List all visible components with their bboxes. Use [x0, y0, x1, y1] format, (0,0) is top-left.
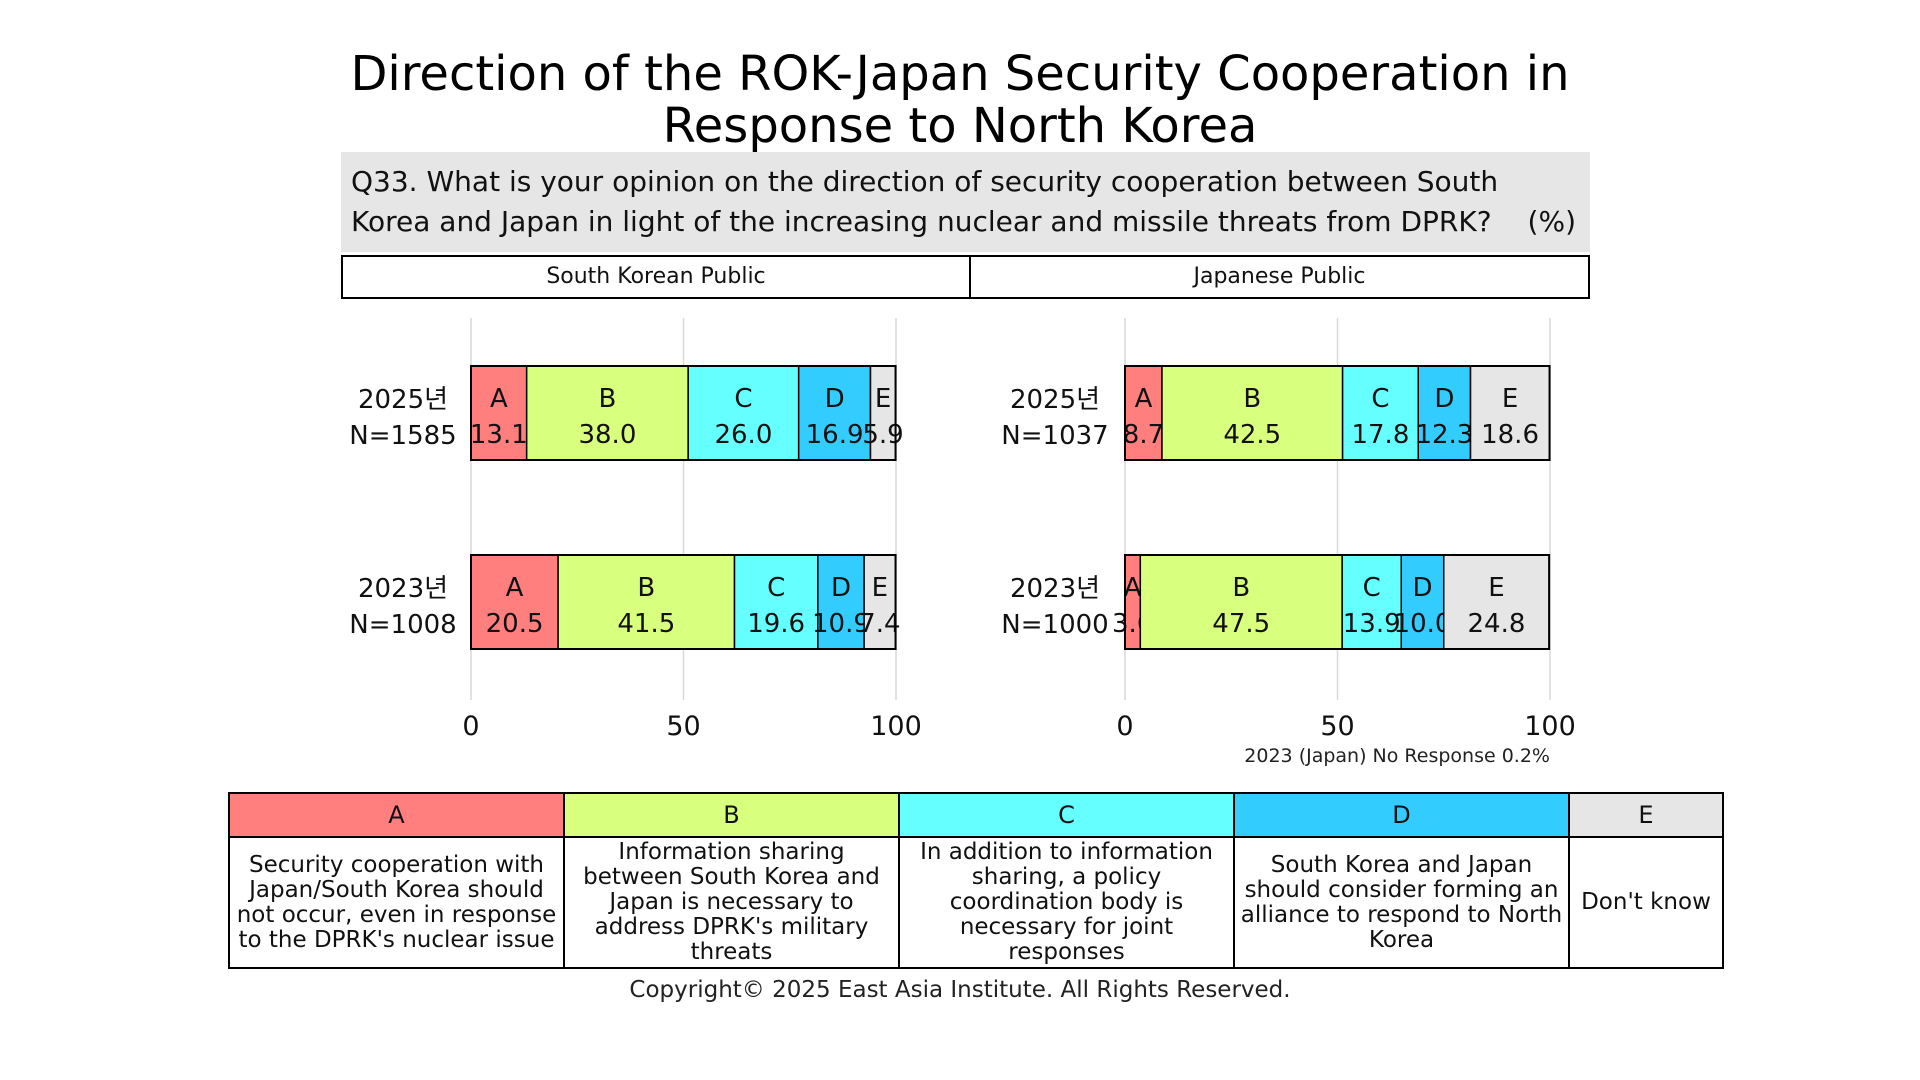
question-text: What is your opinion on the direction of…	[351, 165, 1499, 238]
segment-key-label: D	[1434, 384, 1454, 414]
x-tick-label-japan-0: 0	[1116, 711, 1133, 742]
legend-text-e: Don't know	[1568, 836, 1724, 969]
legend-key-c: C	[898, 792, 1235, 838]
bar-segment-japan-e	[1443, 554, 1550, 650]
category-n-label: N=1000	[1001, 610, 1108, 640]
legend-key-e: E	[1568, 792, 1724, 838]
segment-key-label: B	[637, 573, 655, 603]
bar-outline	[470, 554, 897, 650]
data-label: 13.9	[1343, 609, 1401, 639]
segment-key-label: B	[599, 384, 617, 414]
data-label: 26.0	[714, 420, 772, 450]
data-label: 16.9	[806, 420, 864, 450]
segment-key-label: A	[490, 384, 508, 414]
question-number: Q33.	[351, 165, 418, 198]
segment-key-label: C	[767, 573, 785, 603]
segment-key-label: E	[1502, 384, 1518, 414]
legend-header-row: A B C D E	[228, 792, 1724, 838]
segment-key-label: C	[734, 384, 752, 414]
data-label: 19.6	[747, 609, 805, 639]
data-label: 42.5	[1223, 420, 1281, 450]
bar-segment-south-korea-a	[470, 554, 559, 650]
bar-segment-south-korea-e	[863, 554, 897, 650]
segment-key-label: E	[1488, 573, 1504, 603]
data-label: 17.8	[1351, 420, 1409, 450]
data-label: 24.8	[1468, 609, 1526, 639]
segment-key-label: C	[1363, 573, 1381, 603]
legend-description-row: Security cooperation with Japan/South Ko…	[228, 836, 1724, 969]
bar-segment-japan-c	[1341, 554, 1403, 650]
legend-key-d: D	[1233, 792, 1570, 838]
segment-key-label: D	[825, 384, 845, 414]
data-label: 13.1	[470, 420, 528, 450]
segment-key-label: D	[831, 573, 851, 603]
category-year-label: 2025년	[358, 385, 448, 415]
data-label: 8.7	[1123, 420, 1164, 450]
data-label: 38.0	[578, 420, 636, 450]
question-box: Q33. What is your opinion on the directi…	[341, 152, 1590, 252]
x-tick-label-south-korea-50: 50	[666, 711, 700, 742]
category-year-label: 2023년	[358, 574, 448, 604]
segment-key-label: B	[1243, 384, 1261, 414]
bar-segment-japan-b	[1161, 365, 1344, 461]
category-n-label: N=1037	[1001, 421, 1108, 451]
bar-segment-south-korea-d	[797, 365, 872, 461]
data-label: 7.4	[859, 609, 900, 639]
segment-key-label: E	[872, 573, 888, 603]
stacked-bar-charts: 0 50 100 2025년 N=1585 A 13.1 B 38.0 C 26.0 D 16.9 E 5.…	[349, 318, 1576, 742]
bar-segment-japan-c	[1341, 365, 1419, 461]
segment-key-label: C	[1371, 384, 1389, 414]
category-n-label: N=1008	[349, 610, 456, 640]
data-label: 41.5	[617, 609, 675, 639]
segment-key-label: A	[1124, 573, 1142, 603]
data-label: 18.6	[1481, 420, 1539, 450]
x-tick-label-japan-50: 50	[1320, 711, 1354, 742]
legend-text-a: Security cooperation with Japan/South Ko…	[228, 836, 565, 969]
panel-header-japan: Japanese Public	[969, 255, 1590, 299]
bar-segment-japan-d	[1400, 554, 1445, 650]
x-tick-label-south-korea-0: 0	[462, 711, 479, 742]
chart-title: Direction of the ROK-Japan Security Coop…	[350, 46, 1570, 154]
x-tick-label-japan-100: 100	[1524, 711, 1576, 742]
category-year-label: 2023년	[1010, 574, 1100, 604]
legend-text-d: South Korea and Japan should consider fo…	[1233, 836, 1570, 969]
bar-segment-japan-b	[1139, 554, 1343, 650]
legend-key-b: B	[563, 792, 900, 838]
x-tick-label-south-korea-100: 100	[870, 711, 922, 742]
data-label: 20.5	[486, 609, 544, 639]
data-label: 12.3	[1415, 420, 1473, 450]
legend-text-b: Information sharing between South Korea …	[563, 836, 900, 969]
copyright: Copyright© 2025 East Asia Institute. All…	[629, 977, 1291, 1003]
data-label: 10.9	[812, 609, 870, 639]
bar-segment-japan-e	[1469, 365, 1551, 461]
bar-outline	[470, 365, 897, 461]
legend-table: A B C D E Security cooperation with Japa…	[228, 792, 1724, 969]
segment-key-label: D	[1412, 573, 1432, 603]
data-label: 47.5	[1212, 609, 1270, 639]
segment-key-label: A	[1135, 384, 1153, 414]
bar-outline	[1124, 365, 1551, 461]
legend-key-a: A	[228, 792, 565, 838]
data-label: 10.0	[1394, 609, 1452, 639]
panel-header-south-korea: South Korean Public	[341, 255, 971, 299]
segment-key-label: A	[506, 573, 524, 603]
segment-key-label: E	[875, 384, 891, 414]
category-year-label: 2025년	[1010, 385, 1100, 415]
legend-text-c: In addition to information sharing, a po…	[898, 836, 1235, 969]
data-label: 5.9	[862, 420, 903, 450]
segment-key-label: B	[1232, 573, 1250, 603]
unit-label: (%)	[1527, 205, 1576, 238]
category-n-label: N=1585	[349, 421, 456, 451]
no-response-note: 2023 (Japan) No Response 0.2%	[1244, 745, 1550, 767]
bar-outline	[1124, 554, 1551, 650]
